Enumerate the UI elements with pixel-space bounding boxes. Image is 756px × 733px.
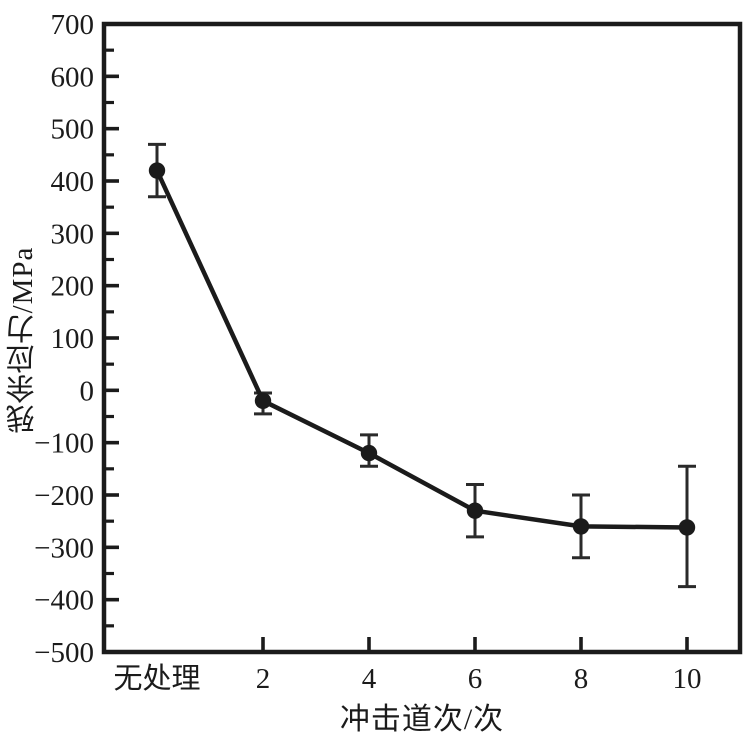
x-tick-label: 6 <box>468 663 483 695</box>
axes-frame <box>101 21 743 655</box>
data-point-marker <box>572 518 590 535</box>
data-point-marker <box>678 519 696 536</box>
y-tick-label: −100 <box>34 428 94 460</box>
y-tick-label: 300 <box>51 218 95 250</box>
y-tick-label: 400 <box>51 166 95 198</box>
y-tick-label: 500 <box>51 114 95 146</box>
x-tick-label: 无处理 <box>113 662 200 695</box>
y-tick-label: 0 <box>80 375 95 407</box>
y-tick-label: 200 <box>51 271 95 303</box>
y-tick-label: 100 <box>51 323 95 355</box>
y-tick-label: 700 <box>51 9 95 41</box>
data-point-marker <box>148 162 166 179</box>
y-tick-label: −400 <box>34 585 94 617</box>
y-tick-label: −300 <box>34 532 94 564</box>
y-tick-label: −200 <box>34 480 94 512</box>
x-tick-label: 8 <box>574 663 589 695</box>
data-point-marker <box>254 392 272 409</box>
x-axis-title: 冲击道次/次 <box>339 703 505 733</box>
y-tick-label: −500 <box>34 637 94 669</box>
data-line <box>154 169 688 530</box>
y-tick-label: 600 <box>51 61 95 93</box>
x-tick-label: 10 <box>673 663 702 695</box>
data-point-marker <box>360 444 378 462</box>
data-point-marker <box>466 502 484 519</box>
x-tick-label: 4 <box>362 663 377 695</box>
x-tick-label: 2 <box>256 663 271 695</box>
y-axis-title: 残余应力/MPa <box>7 246 39 434</box>
